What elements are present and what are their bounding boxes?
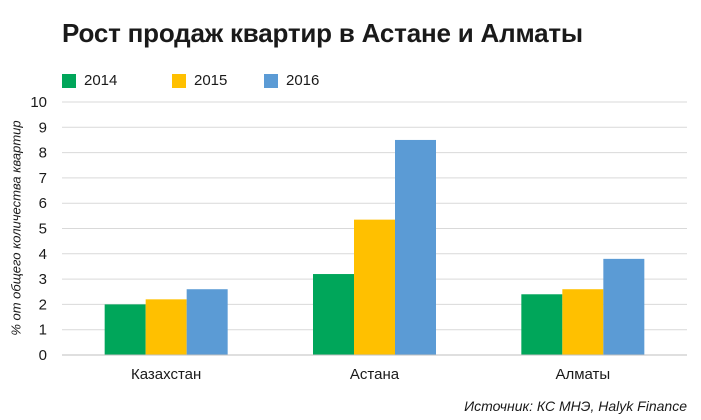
x-tick-label: Астана: [350, 366, 400, 383]
y-tick-label: 0: [39, 347, 47, 364]
y-tick-label: 4: [39, 246, 47, 263]
legend-item-2016: 2016: [264, 72, 319, 89]
y-tick-label: 8: [39, 145, 47, 162]
legend-label-2014: 2014: [84, 72, 118, 89]
y-tick-labels: 0 1 2 3 4 5 6 7 8 9 10: [30, 94, 47, 364]
x-tick-label: Алматы: [555, 366, 610, 383]
legend-item-2015: 2015: [172, 72, 227, 89]
legend-swatch-2015: [172, 73, 186, 88]
legend-swatch-2014: [62, 73, 76, 88]
bar-2016-1: [395, 139, 436, 355]
y-tick-label: 5: [39, 221, 47, 238]
legend-label-2016: 2016: [286, 72, 320, 89]
chart-title: Рост продаж квартир в Астане и Алматы: [62, 18, 583, 48]
legend-swatch-2016: [264, 73, 278, 88]
y-tick-label: 9: [39, 119, 47, 136]
legend-item-2014: 2014: [62, 72, 117, 89]
y-tick-label: 3: [39, 271, 47, 288]
x-tick-labels: Казахстан Астана Алматы: [131, 366, 610, 383]
y-tick-label: 7: [39, 170, 47, 187]
bars: [104, 139, 645, 355]
y-tick-label: 10: [30, 94, 47, 111]
bar-2015-0: [145, 299, 187, 355]
x-tick-label: Казахстан: [131, 366, 201, 383]
bar-2016-2: [603, 258, 645, 355]
bar-2015-1: [354, 219, 395, 355]
source-note: Источник: КС МНЭ, Halyk Finance: [464, 398, 687, 414]
bar-2014-2: [521, 294, 563, 355]
bar-2014-1: [313, 274, 354, 355]
legend-label-2015: 2015: [194, 72, 228, 89]
y-tick-label: 6: [39, 195, 47, 212]
bar-2014-0: [104, 304, 146, 355]
bar-2015-2: [562, 289, 604, 355]
bar-2016-0: [186, 289, 228, 355]
y-tick-label: 1: [39, 322, 47, 339]
y-tick-label: 2: [39, 296, 47, 313]
